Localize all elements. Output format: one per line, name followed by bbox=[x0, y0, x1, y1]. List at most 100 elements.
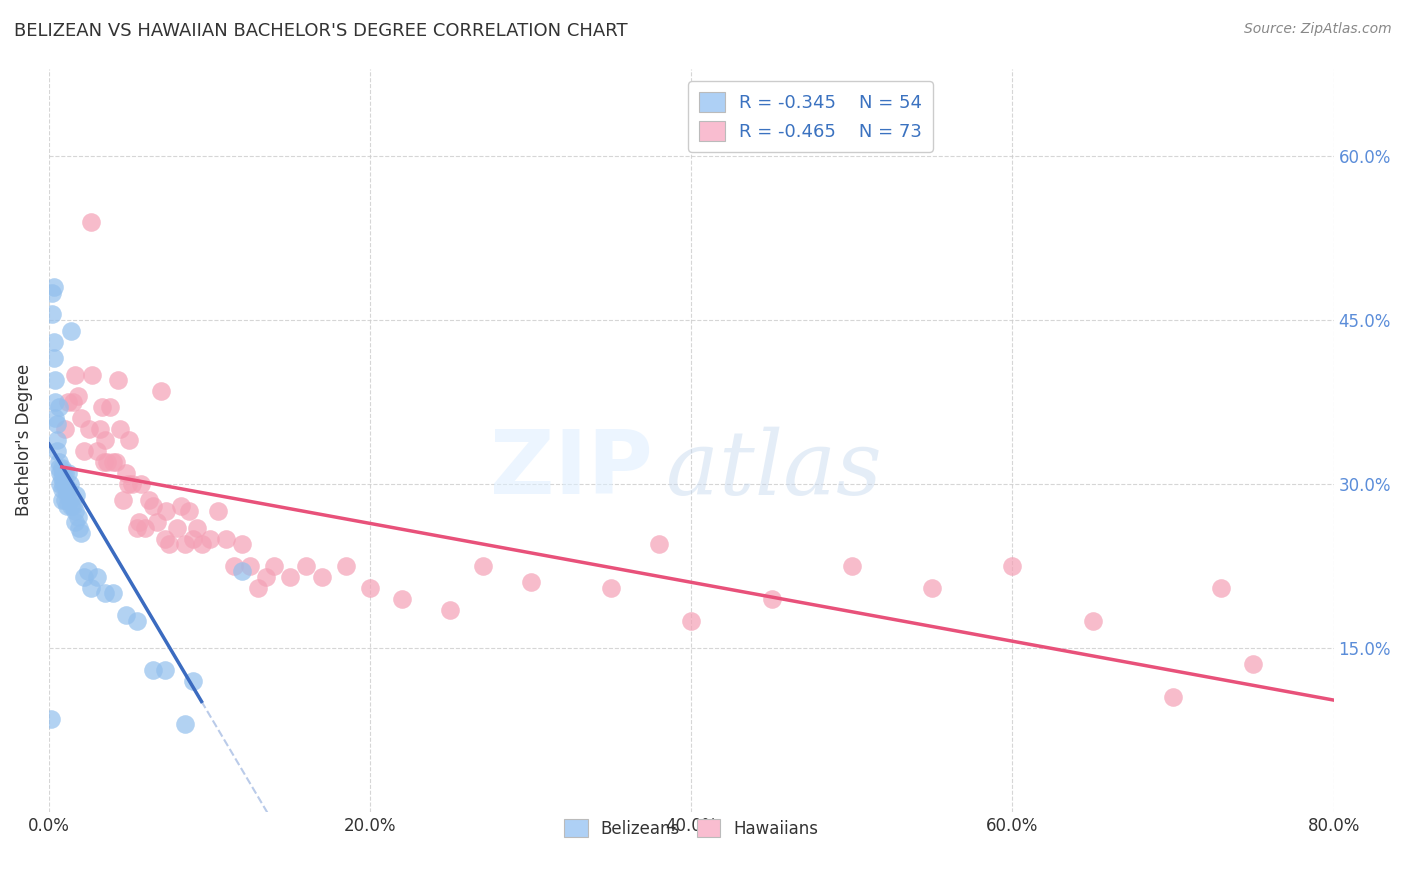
Point bbox=[222, 558, 245, 573]
Point bbox=[51, 460, 73, 475]
Point bbox=[49, 466, 72, 480]
Point bbox=[239, 558, 262, 573]
Point bbox=[155, 504, 177, 518]
Point bbox=[127, 614, 149, 628]
Point bbox=[103, 455, 125, 469]
Point bbox=[174, 717, 197, 731]
Point bbox=[166, 521, 188, 535]
Point bbox=[59, 493, 82, 508]
Point bbox=[921, 581, 943, 595]
Point bbox=[761, 591, 783, 606]
Point bbox=[231, 537, 253, 551]
Text: Source: ZipAtlas.com: Source: ZipAtlas.com bbox=[1244, 22, 1392, 37]
Point bbox=[53, 422, 76, 436]
Point bbox=[76, 565, 98, 579]
Point bbox=[52, 477, 75, 491]
Point bbox=[77, 422, 100, 436]
Point bbox=[48, 401, 70, 415]
Point bbox=[96, 455, 118, 469]
Point bbox=[44, 411, 66, 425]
Point bbox=[127, 521, 149, 535]
Point bbox=[44, 373, 66, 387]
Point bbox=[55, 488, 77, 502]
Point bbox=[439, 602, 461, 616]
Point bbox=[39, 712, 62, 726]
Point bbox=[80, 581, 103, 595]
Point bbox=[359, 581, 381, 595]
Point bbox=[115, 608, 138, 623]
Point bbox=[58, 483, 80, 497]
Point bbox=[63, 504, 86, 518]
Legend: Belizeans, Hawaiians: Belizeans, Hawaiians bbox=[558, 813, 825, 845]
Point bbox=[207, 504, 229, 518]
Point bbox=[600, 581, 623, 595]
Text: BELIZEAN VS HAWAIIAN BACHELOR'S DEGREE CORRELATION CHART: BELIZEAN VS HAWAIIAN BACHELOR'S DEGREE C… bbox=[14, 22, 627, 40]
Point bbox=[89, 422, 111, 436]
Point bbox=[1161, 690, 1184, 704]
Point bbox=[46, 444, 69, 458]
Point bbox=[157, 537, 180, 551]
Point bbox=[198, 532, 221, 546]
Point bbox=[46, 433, 69, 447]
Point bbox=[128, 515, 150, 529]
Point bbox=[105, 455, 128, 469]
Point bbox=[66, 389, 89, 403]
Point bbox=[391, 591, 413, 606]
Point bbox=[295, 558, 318, 573]
Point bbox=[94, 433, 117, 447]
Point bbox=[311, 570, 333, 584]
Point bbox=[59, 477, 82, 491]
Point bbox=[278, 570, 301, 584]
Point bbox=[231, 565, 253, 579]
Point bbox=[183, 532, 205, 546]
Point bbox=[118, 433, 141, 447]
Point bbox=[49, 477, 72, 491]
Point bbox=[1211, 581, 1233, 595]
Point bbox=[41, 285, 63, 300]
Point bbox=[107, 373, 129, 387]
Point bbox=[471, 558, 494, 573]
Point bbox=[177, 504, 200, 518]
Point bbox=[138, 493, 160, 508]
Point bbox=[1241, 657, 1264, 672]
Point bbox=[335, 558, 357, 573]
Point bbox=[153, 532, 176, 546]
Point bbox=[80, 214, 103, 228]
Point bbox=[246, 581, 269, 595]
Point bbox=[174, 537, 197, 551]
Point bbox=[121, 477, 143, 491]
Point bbox=[42, 334, 65, 349]
Point bbox=[117, 477, 139, 491]
Point bbox=[82, 368, 104, 382]
Point bbox=[58, 466, 80, 480]
Point bbox=[42, 351, 65, 366]
Point bbox=[142, 499, 165, 513]
Point bbox=[69, 521, 91, 535]
Point bbox=[150, 384, 173, 398]
Point bbox=[48, 455, 70, 469]
Point bbox=[108, 422, 131, 436]
Point bbox=[115, 466, 138, 480]
Point bbox=[48, 460, 70, 475]
Point bbox=[93, 455, 115, 469]
Point bbox=[94, 586, 117, 600]
Y-axis label: Bachelor's Degree: Bachelor's Degree bbox=[15, 364, 32, 516]
Point bbox=[169, 499, 191, 513]
Point bbox=[214, 532, 236, 546]
Point bbox=[183, 673, 205, 688]
Point bbox=[86, 570, 108, 584]
Point bbox=[519, 575, 541, 590]
Point bbox=[190, 537, 212, 551]
Point bbox=[62, 395, 84, 409]
Point bbox=[53, 477, 76, 491]
Point bbox=[51, 483, 73, 497]
Point bbox=[62, 499, 84, 513]
Point bbox=[70, 526, 93, 541]
Point bbox=[65, 488, 87, 502]
Point bbox=[55, 499, 77, 513]
Point bbox=[186, 521, 208, 535]
Point bbox=[70, 411, 93, 425]
Point bbox=[111, 493, 134, 508]
Point bbox=[60, 499, 83, 513]
Point bbox=[1001, 558, 1024, 573]
